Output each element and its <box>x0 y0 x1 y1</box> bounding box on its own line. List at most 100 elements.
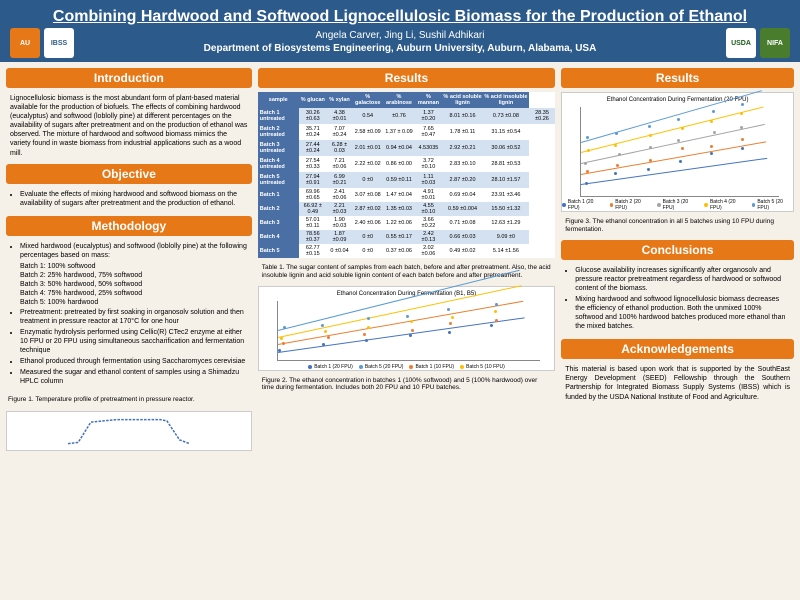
table-cell: 27.94 ±0.91 <box>299 172 327 188</box>
table-cell: 0 ±0.04 <box>327 244 352 258</box>
table-cell: 0.59 ±0.004 <box>442 202 483 216</box>
table-cell: 7.65 ±0.47 <box>415 124 442 140</box>
fig3-title: Ethanol Concentration During Fermentatio… <box>566 97 789 103</box>
logos-right: USDA NIFA <box>726 28 790 58</box>
table-cell: 0.37 ±0.06 <box>383 244 415 258</box>
legend-item: Batch 5 (10 FPU) <box>460 364 505 370</box>
table-cell: 0.69 ±0.04 <box>442 188 483 202</box>
table-cell: Batch 3 untreated <box>258 140 299 156</box>
table-cell: 2.42 ±0.13 <box>415 230 442 244</box>
table-cell: 3.66 ±0.22 <box>415 216 442 230</box>
table-header: % galactose <box>352 92 383 108</box>
table-cell: Batch 3 <box>258 216 299 230</box>
table-row: Batch 2 untreated35.71 ±0.247.07 ±0.242.… <box>258 124 555 140</box>
table-row: Batch 266.92 ± 0.492.21 ±0.032.87 ±0.021… <box>258 202 555 216</box>
intro-header: Introduction <box>6 68 252 88</box>
conc-item: Glucose availability increases significa… <box>575 266 790 293</box>
fig1-caption: Figure 1. Temperature profile of pretrea… <box>6 394 252 405</box>
fig3-caption: Figure 3. The ethanol concentration in a… <box>561 216 794 236</box>
table-cell: 31.15 ±0.54 <box>483 124 529 140</box>
meth-item: Enzymatic hydrolysis performed using Cel… <box>20 328 248 355</box>
column-3: Results Ethanol Concentration During Fer… <box>561 68 794 584</box>
table-cell: 7.07 ±0.24 <box>327 124 352 140</box>
intro-body: Lignocellulosic biomass is the most abun… <box>6 92 252 160</box>
table-row: Batch 3 untreated27.44 ±0.246.28 ± 0.032… <box>258 140 555 156</box>
table-row: Batch 4 untreated27.54 ±0.337.21 ±0.062.… <box>258 156 555 172</box>
table-cell: 2.41 ±0.06 <box>327 188 352 202</box>
table-cell: 0.54 <box>352 108 383 124</box>
table-cell: 2.21 ±0.03 <box>327 202 352 216</box>
fig1-chart <box>6 411 252 451</box>
table-cell: 0.55 ±0.17 <box>383 230 415 244</box>
fig2-chart: Ethanol Concentration During Fermentatio… <box>258 286 555 371</box>
table-row: Batch 562.77 ±0.150 ±0.040 ±00.37 ±0.062… <box>258 244 555 258</box>
table-cell: Batch 2 <box>258 202 299 216</box>
table-cell: 62.77 ±0.15 <box>299 244 327 258</box>
table-cell: 27.44 ±0.24 <box>299 140 327 156</box>
table-header: % arabinose <box>383 92 415 108</box>
fig2-title: Ethanol Concentration During Fermentatio… <box>263 291 550 297</box>
table-cell: 3.07 ±0.08 <box>352 188 383 202</box>
table-header: % mannan <box>415 92 442 108</box>
table-cell: Batch 5 untreated <box>258 172 299 188</box>
table-cell: 0.59 ±0.11 <box>383 172 415 188</box>
table-cell: 1.22 ±0.06 <box>383 216 415 230</box>
table-cell: 2.83 ±0.10 <box>442 156 483 172</box>
methodology-body: Mixed hardwood (eucalyptus) and softwood… <box>6 240 252 390</box>
legend-item: Batch 1 (20 FPU) <box>308 364 353 370</box>
table-cell: Batch 2 untreated <box>258 124 299 140</box>
table-cell: Batch 1 untreated <box>258 108 299 124</box>
table-cell: 1.90 ±0.03 <box>327 216 352 230</box>
legend-item: Batch 2 (20 FPU) <box>610 199 651 211</box>
ibss-logo: IBSS <box>44 28 74 58</box>
table-header: % glucan <box>299 92 327 108</box>
table-cell: 1.78 ±0.11 <box>442 124 483 140</box>
table-cell: 2.92 ±0.21 <box>442 140 483 156</box>
usda-logo: USDA <box>726 28 756 58</box>
legend-item: Batch 5 (20 FPU) <box>359 364 404 370</box>
department: Department of Biosystems Engineering, Au… <box>12 43 788 54</box>
conclusions-body: Glucose availability increases significa… <box>561 264 794 336</box>
table-cell: 2.22 ±0.02 <box>352 156 383 172</box>
table-cell: 35.71 ±0.24 <box>299 124 327 140</box>
meth-item: Pretreatment: pretreated by first soakin… <box>20 308 248 326</box>
table-cell: 0.66 ±0.03 <box>442 230 483 244</box>
objective-body: Evaluate the effects of mixing hardwood … <box>6 188 252 212</box>
table-cell: 1.35 ±0.03 <box>383 202 415 216</box>
table-cell: 28.35 ±0.26 <box>529 108 555 124</box>
column-1: Introduction Lignocellulosic biomass is … <box>6 68 252 584</box>
table-row: Batch 169.96 ±0.652.41 ±0.063.07 ±0.081.… <box>258 188 555 202</box>
authors: Angela Carver, Jing Li, Sushil Adhikari <box>12 30 788 41</box>
table-cell: 30.06 ±0.52 <box>483 140 529 156</box>
auburn-logo: AU <box>10 28 40 58</box>
table-cell: 2.58 ±0.09 <box>352 124 383 140</box>
table-cell: 2.87 ±0.02 <box>352 202 383 216</box>
legend-item: Batch 1 (10 FPU) <box>409 364 454 370</box>
table-cell: 4.91 ±0.01 <box>415 188 442 202</box>
table-cell: 15.50 ±1.32 <box>483 202 529 216</box>
table-cell: 4.55 ±0.10 <box>415 202 442 216</box>
logos-left: AU IBSS <box>10 28 74 58</box>
table-cell: 0.94 ±0.04 <box>383 140 415 156</box>
table-cell: 1.87 ±0.09 <box>327 230 352 244</box>
nifa-logo: NIFA <box>760 28 790 58</box>
batch-item: Batch 3: 50% hardwood, 50% softwood <box>20 280 248 289</box>
poster-content: Introduction Lignocellulosic biomass is … <box>0 62 800 590</box>
table-row: Batch 478.56 ±0.371.87 ±0.090 ±00.55 ±0.… <box>258 230 555 244</box>
table-cell: 2.87 ±0.20 <box>442 172 483 188</box>
meth-intro: Mixed hardwood (eucalyptus) and softwood… <box>20 242 248 260</box>
table1: sample% glucan% xylan% galactose% arabin… <box>258 92 555 258</box>
ack-body: This material is based upon work that is… <box>561 363 794 403</box>
table-header: % acid insoluble lignin <box>483 92 529 108</box>
table-cell: 27.54 ±0.33 <box>299 156 327 172</box>
table-cell: 0.73 ±0.08 <box>483 108 529 124</box>
table-cell: 0 ±0 <box>352 172 383 188</box>
table-cell: 28.81 ±0.53 <box>483 156 529 172</box>
legend-item: Batch 5 (20 FPU) <box>752 199 793 211</box>
table-cell: 3.72 ±0.10 <box>415 156 442 172</box>
conc-item: Mixing hardwood and softwood lignocellul… <box>575 295 790 331</box>
table-cell: Batch 1 <box>258 188 299 202</box>
table-cell: 8.01 ±0.16 <box>442 108 483 124</box>
table-cell: 4.53035 <box>415 140 442 156</box>
table-cell: Batch 4 untreated <box>258 156 299 172</box>
